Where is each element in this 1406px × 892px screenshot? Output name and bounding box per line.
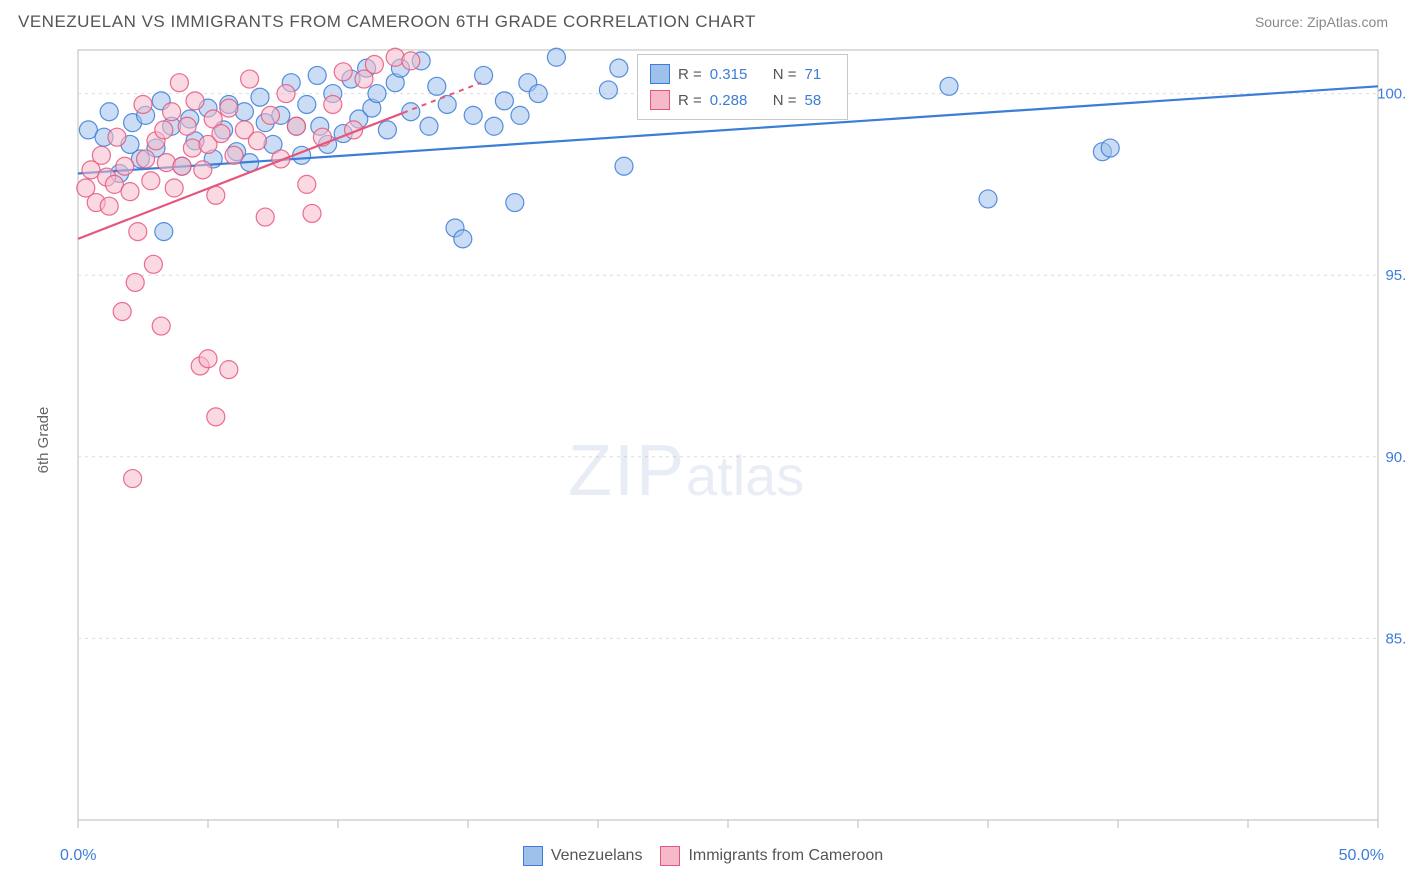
swatch-cameroon (660, 846, 680, 866)
legend-label-venezuelans: Venezuelans (551, 847, 643, 865)
swatch-venezuelans (523, 846, 543, 866)
svg-text:95.0%: 95.0% (1385, 267, 1406, 284)
svg-text:85.0%: 85.0% (1385, 630, 1406, 647)
x-axis-max: 50.0% (1339, 847, 1384, 865)
chart-title: VENEZUELAN VS IMMIGRANTS FROM CAMEROON 6… (18, 12, 756, 32)
scatter-chart: 85.0% 90.0% 95.0% 100.0% (18, 40, 1406, 840)
svg-text:100.0%: 100.0% (1377, 86, 1406, 103)
legend-item-cameroon: Immigrants from Cameroon (660, 846, 883, 866)
svg-text:90.0%: 90.0% (1385, 449, 1406, 466)
source-credit: Source: ZipAtlas.com (1255, 14, 1388, 30)
y-axis-label: 6th Grade (35, 407, 52, 474)
legend-item-venezuelans: Venezuelans (523, 846, 643, 866)
chart-area: 6th Grade 85.0%90.0%95.0%100.0% ZIPatlas… (18, 40, 1388, 840)
x-axis-legend: 0.0% Venezuelans Immigrants from Cameroo… (0, 846, 1406, 866)
legend-label-cameroon: Immigrants from Cameroon (688, 847, 883, 865)
x-axis-min: 0.0% (60, 847, 96, 865)
correlation-legend: R = 0.315 N = 71R = 0.288 N = 58 (637, 54, 848, 120)
